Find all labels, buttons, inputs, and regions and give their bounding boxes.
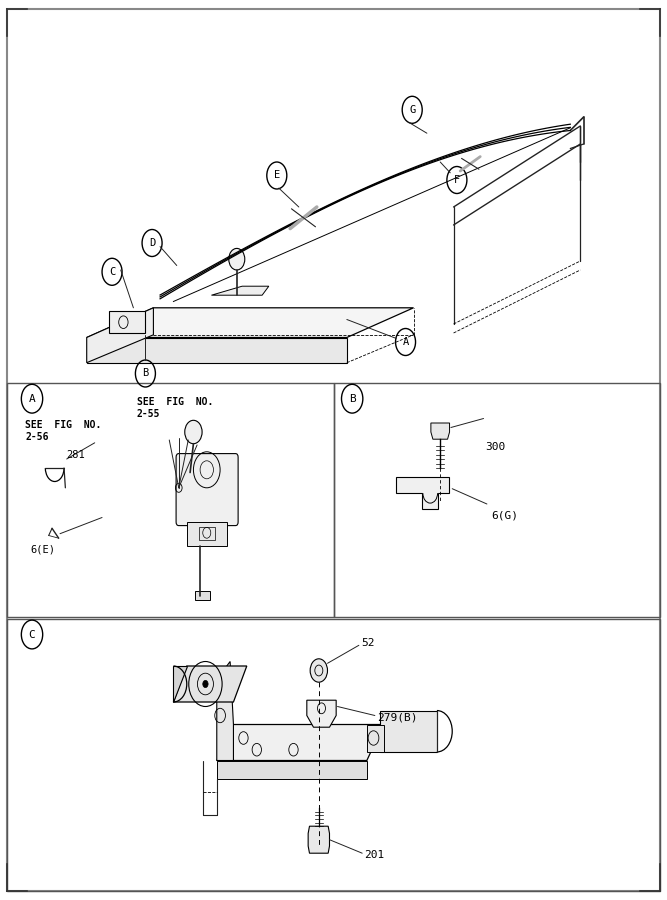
Polygon shape xyxy=(431,423,450,439)
Polygon shape xyxy=(217,724,384,760)
Circle shape xyxy=(310,659,327,682)
Polygon shape xyxy=(380,711,437,751)
Polygon shape xyxy=(308,826,329,853)
Polygon shape xyxy=(217,760,367,778)
Text: A: A xyxy=(402,337,409,347)
Text: 279(B): 279(B) xyxy=(377,712,418,723)
Text: 2-56: 2-56 xyxy=(25,431,49,442)
Polygon shape xyxy=(217,662,233,760)
Text: 6(E): 6(E) xyxy=(30,544,55,554)
Polygon shape xyxy=(211,286,269,295)
Circle shape xyxy=(185,420,202,444)
Polygon shape xyxy=(173,666,187,702)
Circle shape xyxy=(203,680,208,688)
Text: F: F xyxy=(454,175,460,185)
Circle shape xyxy=(229,248,245,270)
Text: A: A xyxy=(29,393,35,404)
Polygon shape xyxy=(87,338,347,363)
Polygon shape xyxy=(109,311,145,333)
Text: B: B xyxy=(349,393,356,404)
Polygon shape xyxy=(87,308,414,338)
Text: E: E xyxy=(273,170,280,181)
Text: 6(G): 6(G) xyxy=(492,510,518,521)
Text: SEE  FIG  NO.: SEE FIG NO. xyxy=(25,419,102,430)
Text: C: C xyxy=(109,266,115,277)
Polygon shape xyxy=(87,308,153,363)
Text: 281: 281 xyxy=(67,449,85,460)
FancyBboxPatch shape xyxy=(176,454,238,526)
Text: C: C xyxy=(29,629,35,640)
Polygon shape xyxy=(173,666,247,702)
Polygon shape xyxy=(187,522,227,546)
Polygon shape xyxy=(367,724,384,751)
Polygon shape xyxy=(307,700,336,727)
Polygon shape xyxy=(396,477,449,509)
Text: 52: 52 xyxy=(361,638,374,649)
Text: 201: 201 xyxy=(364,850,384,860)
Polygon shape xyxy=(195,591,210,600)
Text: B: B xyxy=(142,368,149,379)
Text: 300: 300 xyxy=(485,442,505,453)
Text: D: D xyxy=(149,238,155,248)
Text: 2-55: 2-55 xyxy=(137,409,160,419)
Text: SEE  FIG  NO.: SEE FIG NO. xyxy=(137,397,213,408)
Text: G: G xyxy=(409,104,416,115)
